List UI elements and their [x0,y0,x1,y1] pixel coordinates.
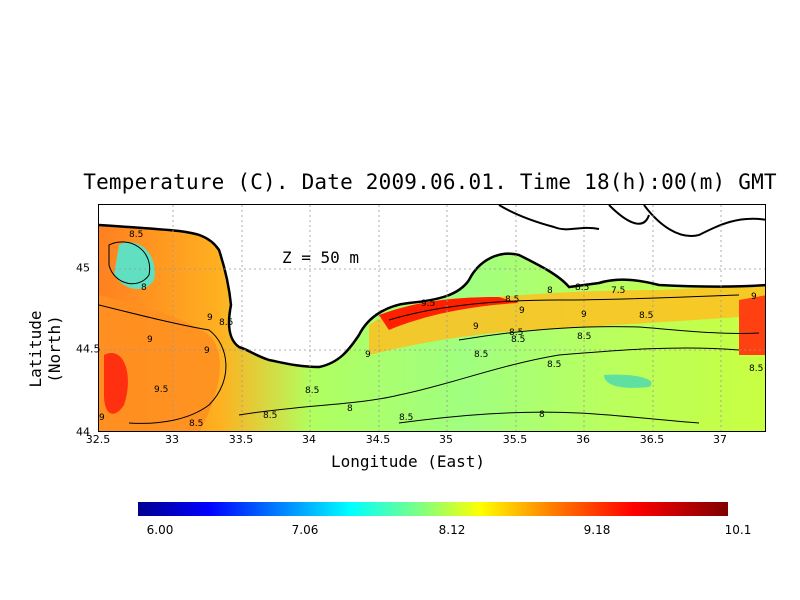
contour-label-14: 9 [365,350,371,360]
contour-label-18: 8.5 [509,328,523,338]
x-tick-36: 36 [576,433,590,446]
x-tick-35: 35 [439,433,453,446]
contour-label-7: 9 [99,413,105,423]
contour-label-30: 8.5 [749,364,763,374]
contour-label-26: 9 [581,310,587,320]
contour-label-2: 9 [207,313,213,323]
depth-annotation: Z = 50 m [282,248,360,267]
contour-label-22: 8.5 [547,360,561,370]
y-tick-45: 45 [76,261,90,275]
cool-patch-south [604,374,652,388]
hot-spot-west [104,353,128,414]
x-tick-32-5: 32.5 [85,433,111,446]
grid [99,205,765,431]
contour-label-24: 8.5 [575,283,589,293]
contour-label-3: 8.5 [219,318,233,328]
cool-spot-northwest [114,242,155,290]
contour-label-25: 8 [547,286,553,296]
contour-labels: 8.5 8 9 8.5 9 9 9.5 9 8.5 8.5 8.5 8 8.5 … [99,230,763,429]
contour-label-27: 7.5 [611,286,625,296]
contour-label-19: 9 [519,306,525,316]
contour-label-20: 8.5 [511,335,525,345]
x-tick-36-5: 36.5 [639,433,665,446]
contour-label-13: 8 [539,410,545,420]
contour-label-6: 9.5 [154,385,168,395]
hot-coastal-strip [379,297,519,330]
contour-label-15: 9.5 [421,299,435,309]
colorbar-label-max: 10.1 [724,523,752,537]
contour-label-21: 8.5 [474,350,488,360]
contour-label-1: 8 [141,283,147,293]
contour-label-29: 9 [751,292,757,302]
colorbar-label-3: 9.18 [583,523,611,537]
contour-label-5: 9 [204,346,210,356]
x-tick-34-5: 34.5 [365,433,391,446]
coastline [99,223,765,369]
colorbar-label-min: 6.00 [146,523,174,537]
contour-label-17: 8.5 [505,295,519,305]
x-tick-33: 33 [165,433,179,446]
contour-label-16: 9 [473,322,479,332]
contour-label-8: 8.5 [189,419,203,429]
y-axis-label: Latitude (North) [26,310,64,388]
contours [99,241,760,424]
contour-label-9: 8.5 [263,411,277,421]
colorbar-label-1: 7.06 [291,523,319,537]
contour-label-10: 8.5 [305,386,319,396]
x-axis-label: Longitude (East) [330,452,486,471]
contour-label-11: 8 [347,404,353,414]
x-tick-37: 37 [713,433,727,446]
contour-label-0: 8.5 [129,230,143,240]
x-tick-34: 34 [302,433,316,446]
contour-label-4: 9 [147,335,153,345]
y-tick-44-5: 44.5 [76,342,101,356]
hot-spot-east [739,295,765,355]
map-svg: 8.5 8 9 8.5 9 9 9.5 9 8.5 8.5 8.5 8 8.5 … [99,205,765,431]
x-tick-33-5: 33.5 [228,433,254,446]
coastline-north-a [498,205,600,231]
land-mass [99,205,765,367]
temperature-map: 8.5 8 9 8.5 9 9 9.5 9 8.5 8.5 8.5 8 8.5 … [98,204,766,432]
coastline-north-b [608,205,650,225]
coastline-north-c [643,205,765,237]
chart-title: Temperature (C). Date 2009.06.01. Time 1… [83,170,777,194]
contour-label-28: 8.5 [639,311,653,321]
contour-label-23: 8.5 [577,332,591,342]
y-tick-44: 44 [76,425,90,439]
colorbar [138,502,728,516]
x-tick-35-5: 35.5 [502,433,528,446]
warm-west-zone [99,295,220,431]
contour-label-12: 8.5 [399,413,413,423]
colorbar-label-2: 8.12 [438,523,466,537]
